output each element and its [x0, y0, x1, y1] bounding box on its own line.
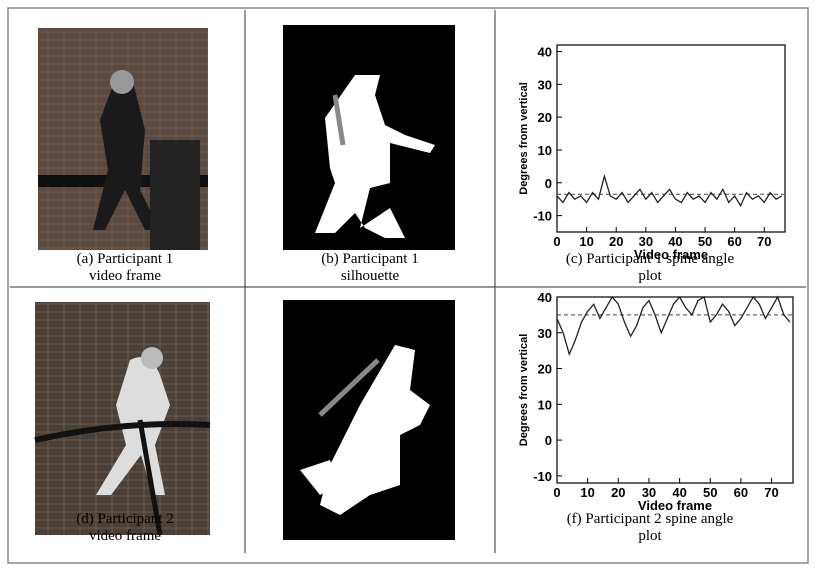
- video-frame-photo: [35, 302, 210, 535]
- figure: (a) Participant 1video frame(b) Particip…: [0, 0, 818, 576]
- x-tick-label: 20: [611, 485, 625, 500]
- caption: (f) Participant 2 spine angle: [567, 511, 734, 527]
- caption: plot: [638, 528, 662, 544]
- y-tick-label: 30: [538, 77, 552, 92]
- caption: (b) Participant 1: [321, 251, 418, 267]
- video-frame-photo: [38, 28, 208, 250]
- x-tick-label: 60: [727, 234, 741, 249]
- x-tick-label: 10: [579, 234, 593, 249]
- y-axis-label: Degrees from vertical: [518, 82, 530, 195]
- caption: (a) Participant 1: [77, 251, 174, 267]
- y-tick-label: 40: [538, 290, 552, 305]
- y-tick-label: 10: [538, 143, 552, 158]
- x-tick-label: 0: [553, 234, 560, 249]
- x-tick-label: 20: [609, 234, 623, 249]
- caption: silhouette: [341, 268, 400, 284]
- caption: video frame: [89, 528, 161, 544]
- y-tick-label: 10: [538, 397, 552, 412]
- silhouette-image: [283, 25, 455, 250]
- x-tick-label: 70: [757, 234, 771, 249]
- y-tick-label: 0: [545, 433, 552, 448]
- y-axis-label: Degrees from vertical: [518, 334, 530, 447]
- y-tick-label: 30: [538, 326, 552, 341]
- caption: (d) Participant 2: [76, 511, 173, 527]
- caption: silhouette: [341, 528, 400, 544]
- silhouette-image: [283, 300, 455, 540]
- x-tick-label: 70: [764, 485, 778, 500]
- y-tick-label: -10: [533, 209, 552, 224]
- y-tick-label: 20: [538, 362, 552, 377]
- caption: plot: [638, 268, 662, 284]
- caption: (e) Participant 2: [322, 511, 419, 527]
- y-tick-label: 0: [545, 176, 552, 191]
- y-tick-label: -10: [533, 469, 552, 484]
- x-tick-label: 10: [580, 485, 594, 500]
- y-tick-label: 20: [538, 110, 552, 125]
- x-axis-label: Video frame: [638, 498, 712, 513]
- x-tick-label: 0: [553, 485, 560, 500]
- x-axis-label: Video frame: [634, 247, 708, 262]
- x-tick-label: 60: [734, 485, 748, 500]
- y-tick-label: 40: [538, 45, 552, 60]
- caption: video frame: [89, 268, 161, 284]
